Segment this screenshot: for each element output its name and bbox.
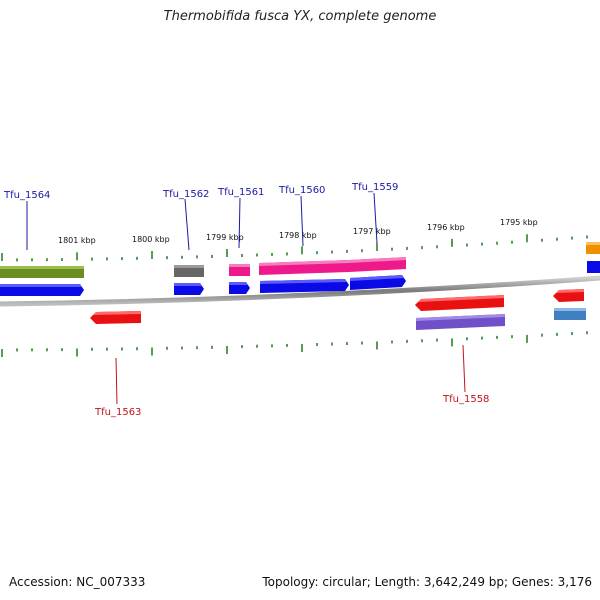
- genome-backbone: [0, 275, 600, 307]
- leader-tfu-1560: [300, 195, 304, 247]
- map-title: Thermobifida fusca YX, complete genome: [163, 9, 437, 24]
- gene-steelblue[interactable]: [554, 308, 586, 320]
- gene-blue-edge[interactable]: [587, 261, 600, 273]
- scale-label-1795: 1795 kbp: [500, 218, 538, 227]
- gene-label-tfu-1561[interactable]: Tfu_1561: [217, 187, 264, 198]
- leader-tfu-1563: [115, 357, 118, 405]
- gene-blue-arrow-4[interactable]: [260, 279, 349, 293]
- gene-blue-arrow-1[interactable]: [0, 284, 84, 296]
- genome-summary-text: Topology: circular; Length: 3,642,249 bp…: [262, 575, 592, 589]
- gene-blue-arrow-2[interactable]: [174, 283, 204, 295]
- gene-label-tfu-1558[interactable]: Tfu_1558: [442, 394, 489, 405]
- gene-label-tfu-1559[interactable]: Tfu_1559: [351, 182, 398, 193]
- scale-label-1801: 1801 kbp: [58, 236, 96, 245]
- scale-label-1797: 1797 kbp: [353, 227, 391, 236]
- gene-tfu-1563-red[interactable]: [90, 311, 141, 324]
- lower-scale: [1, 331, 588, 357]
- gene-tfu-1561-pink[interactable]: [229, 264, 250, 276]
- gene-label-tfu-1564[interactable]: Tfu_1564: [3, 190, 50, 201]
- gene-purple[interactable]: [416, 314, 505, 330]
- scale-label-1796: 1796 kbp: [427, 223, 465, 232]
- leader-tfu-1558: [462, 344, 466, 393]
- gene-blue-arrow-3[interactable]: [229, 282, 250, 294]
- gene-orange-edge[interactable]: [586, 242, 600, 254]
- gene-tfu-1559-pink[interactable]: [349, 257, 406, 272]
- leader-tfu-1561: [238, 197, 241, 249]
- gene-label-tfu-1560[interactable]: Tfu_1560: [278, 185, 325, 196]
- scale-label-1798: 1798 kbp: [279, 231, 317, 240]
- gene-label-tfu-1562[interactable]: Tfu_1562: [162, 189, 209, 200]
- accession-text: Accession: NC_007333: [9, 575, 146, 589]
- upper-scale: [1, 234, 588, 262]
- gene-red-small[interactable]: [553, 289, 584, 302]
- gene-blue-arrow-5[interactable]: [350, 275, 406, 290]
- scale-label-1799: 1799 kbp: [206, 233, 244, 242]
- gene-tfu-1560-pink[interactable]: [259, 260, 349, 275]
- gene-label-tfu-1563[interactable]: Tfu_1563: [94, 407, 141, 418]
- gene-gray[interactable]: [174, 265, 204, 277]
- gene-tfu-1564-olive[interactable]: [0, 266, 84, 278]
- leader-tfu-1562: [184, 198, 190, 251]
- leader-tfu-1559: [373, 192, 378, 244]
- gene-tfu-1558-red[interactable]: [415, 295, 504, 311]
- scale-label-1800: 1800 kbp: [132, 235, 170, 244]
